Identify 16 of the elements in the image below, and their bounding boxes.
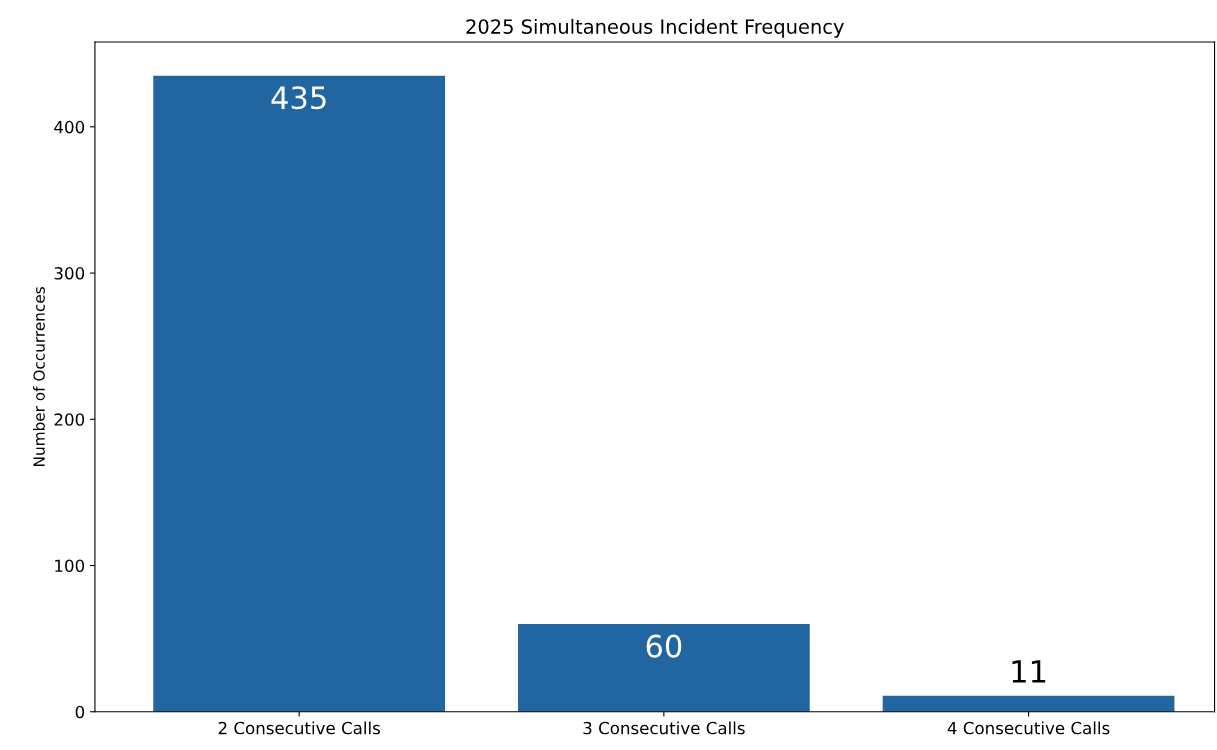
data-label: 60	[646, 634, 682, 658]
x-tick-label: 3 Consecutive Calls	[583, 721, 745, 735]
data-label: 11	[1012, 660, 1046, 683]
x-tick-label: 4 Consecutive Calls	[947, 721, 1110, 735]
y-tick-label: 200	[54, 413, 85, 426]
bar	[517, 624, 810, 712]
y-axis-title: Number of Occurrences	[33, 287, 45, 466]
y-tick-label: 300	[54, 267, 85, 280]
y-tick-label: 0	[75, 705, 85, 719]
x-tick-label: 2 Consecutive Calls	[218, 721, 381, 735]
bar	[153, 75, 446, 712]
bar	[882, 695, 1175, 712]
data-label: 435	[271, 86, 326, 110]
chart-title: 2025 Simultaneous Incident Frequency	[466, 18, 844, 38]
y-tick-label: 100	[55, 559, 85, 573]
y-tick-label: 400	[54, 120, 85, 134]
